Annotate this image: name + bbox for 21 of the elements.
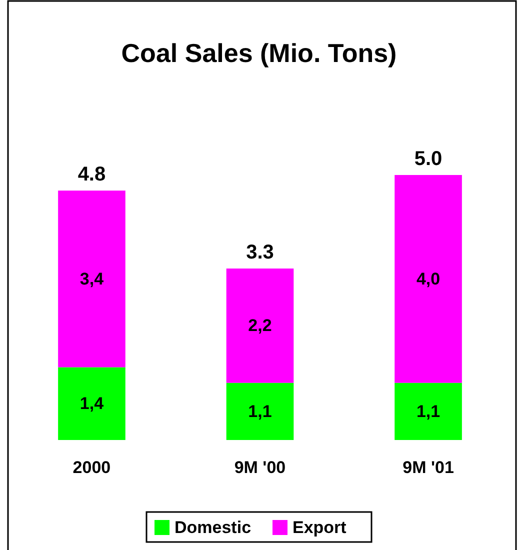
legend-label: Domestic <box>174 518 252 537</box>
x-tick-label: 9M '00 <box>234 458 286 477</box>
data-label: 1,1 <box>248 402 272 421</box>
legend-label: Export <box>292 518 347 537</box>
data-label: 1,1 <box>416 402 440 421</box>
data-label: 3,4 <box>80 269 104 288</box>
data-label: 2,2 <box>248 316 272 336</box>
total-label: 5.0 <box>414 148 442 170</box>
bar <box>226 382 294 440</box>
bar <box>394 175 462 383</box>
bar <box>226 268 294 383</box>
total-label: 4.8 <box>78 164 106 186</box>
chart-title: Coal Sales (Mio. Tons) <box>121 38 397 68</box>
data-label: 4,0 <box>416 269 440 288</box>
total-label: 3.3 <box>246 242 274 264</box>
bar <box>394 382 462 440</box>
x-tick-label: 2000 <box>72 458 111 477</box>
data-label: 1,4 <box>80 394 104 414</box>
bar <box>58 190 126 368</box>
bar <box>58 367 126 440</box>
x-tick-label: 9M '01 <box>402 458 454 477</box>
